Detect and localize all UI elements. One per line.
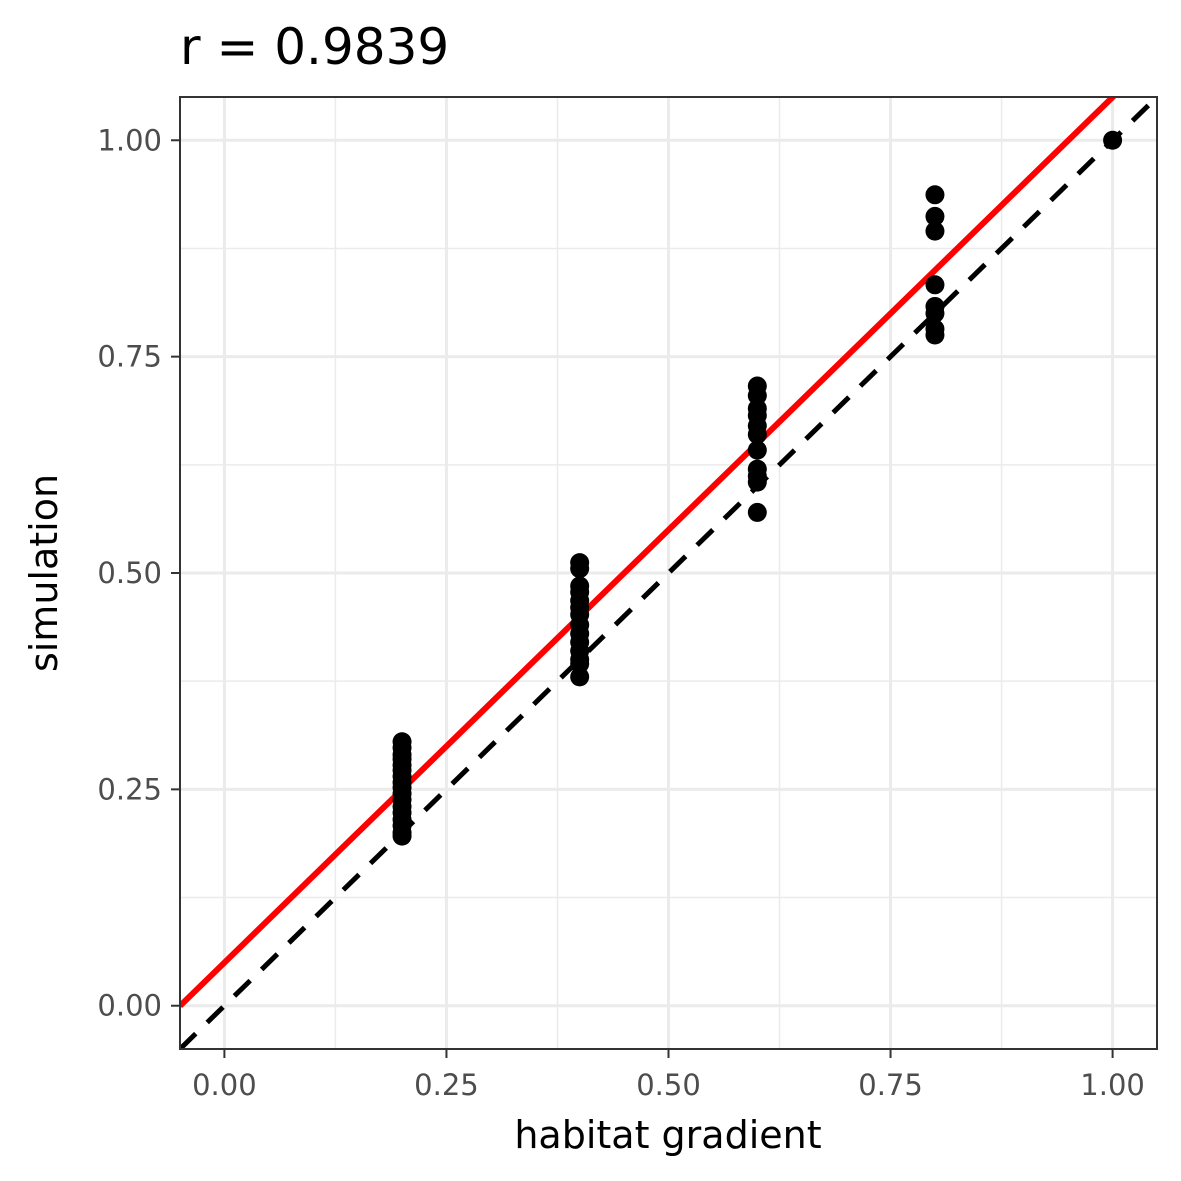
data-point (392, 826, 412, 846)
data-point (747, 386, 767, 406)
data-point (570, 559, 590, 579)
y-tick-label: 1.00 (97, 123, 162, 157)
data-point (747, 440, 767, 460)
chart-title: r = 0.9839 (180, 18, 449, 76)
data-point (925, 206, 945, 226)
data-point (747, 425, 767, 445)
data-point (925, 325, 945, 345)
data-point (570, 654, 590, 674)
data-point (1103, 130, 1123, 150)
fit-line (180, 97, 1118, 1009)
major-gridlines (180, 97, 1157, 1049)
data-point (925, 185, 945, 205)
x-tick-label: 0.75 (858, 1068, 923, 1102)
x-axis-title: habitat gradient (514, 1113, 821, 1157)
x-tick-label: 0.50 (636, 1068, 701, 1102)
x-tick-label: 1.00 (1080, 1068, 1145, 1102)
data-point (747, 502, 767, 522)
data-point (570, 667, 590, 687)
lines-layer (180, 97, 1157, 1049)
x-tick-label: 0.00 (192, 1068, 257, 1102)
x-tick-label: 0.25 (414, 1068, 479, 1102)
plot-panel (179, 96, 1158, 1050)
x-axis: 0.00 0.25 0.50 0.75 1.00 (192, 1049, 1145, 1102)
data-point (925, 275, 945, 295)
y-axis-title: simulation (22, 474, 66, 672)
data-point (925, 221, 945, 241)
y-tick-label: 0.25 (97, 772, 162, 806)
data-point (747, 472, 767, 492)
y-tick-label: 0.75 (97, 340, 162, 374)
points-layer (392, 130, 1123, 846)
data-point (925, 303, 945, 323)
y-tick-label: 0.00 (97, 989, 162, 1023)
y-axis: 0.00 0.25 0.50 0.75 1.00 (97, 123, 180, 1023)
y-tick-label: 0.50 (97, 556, 162, 590)
